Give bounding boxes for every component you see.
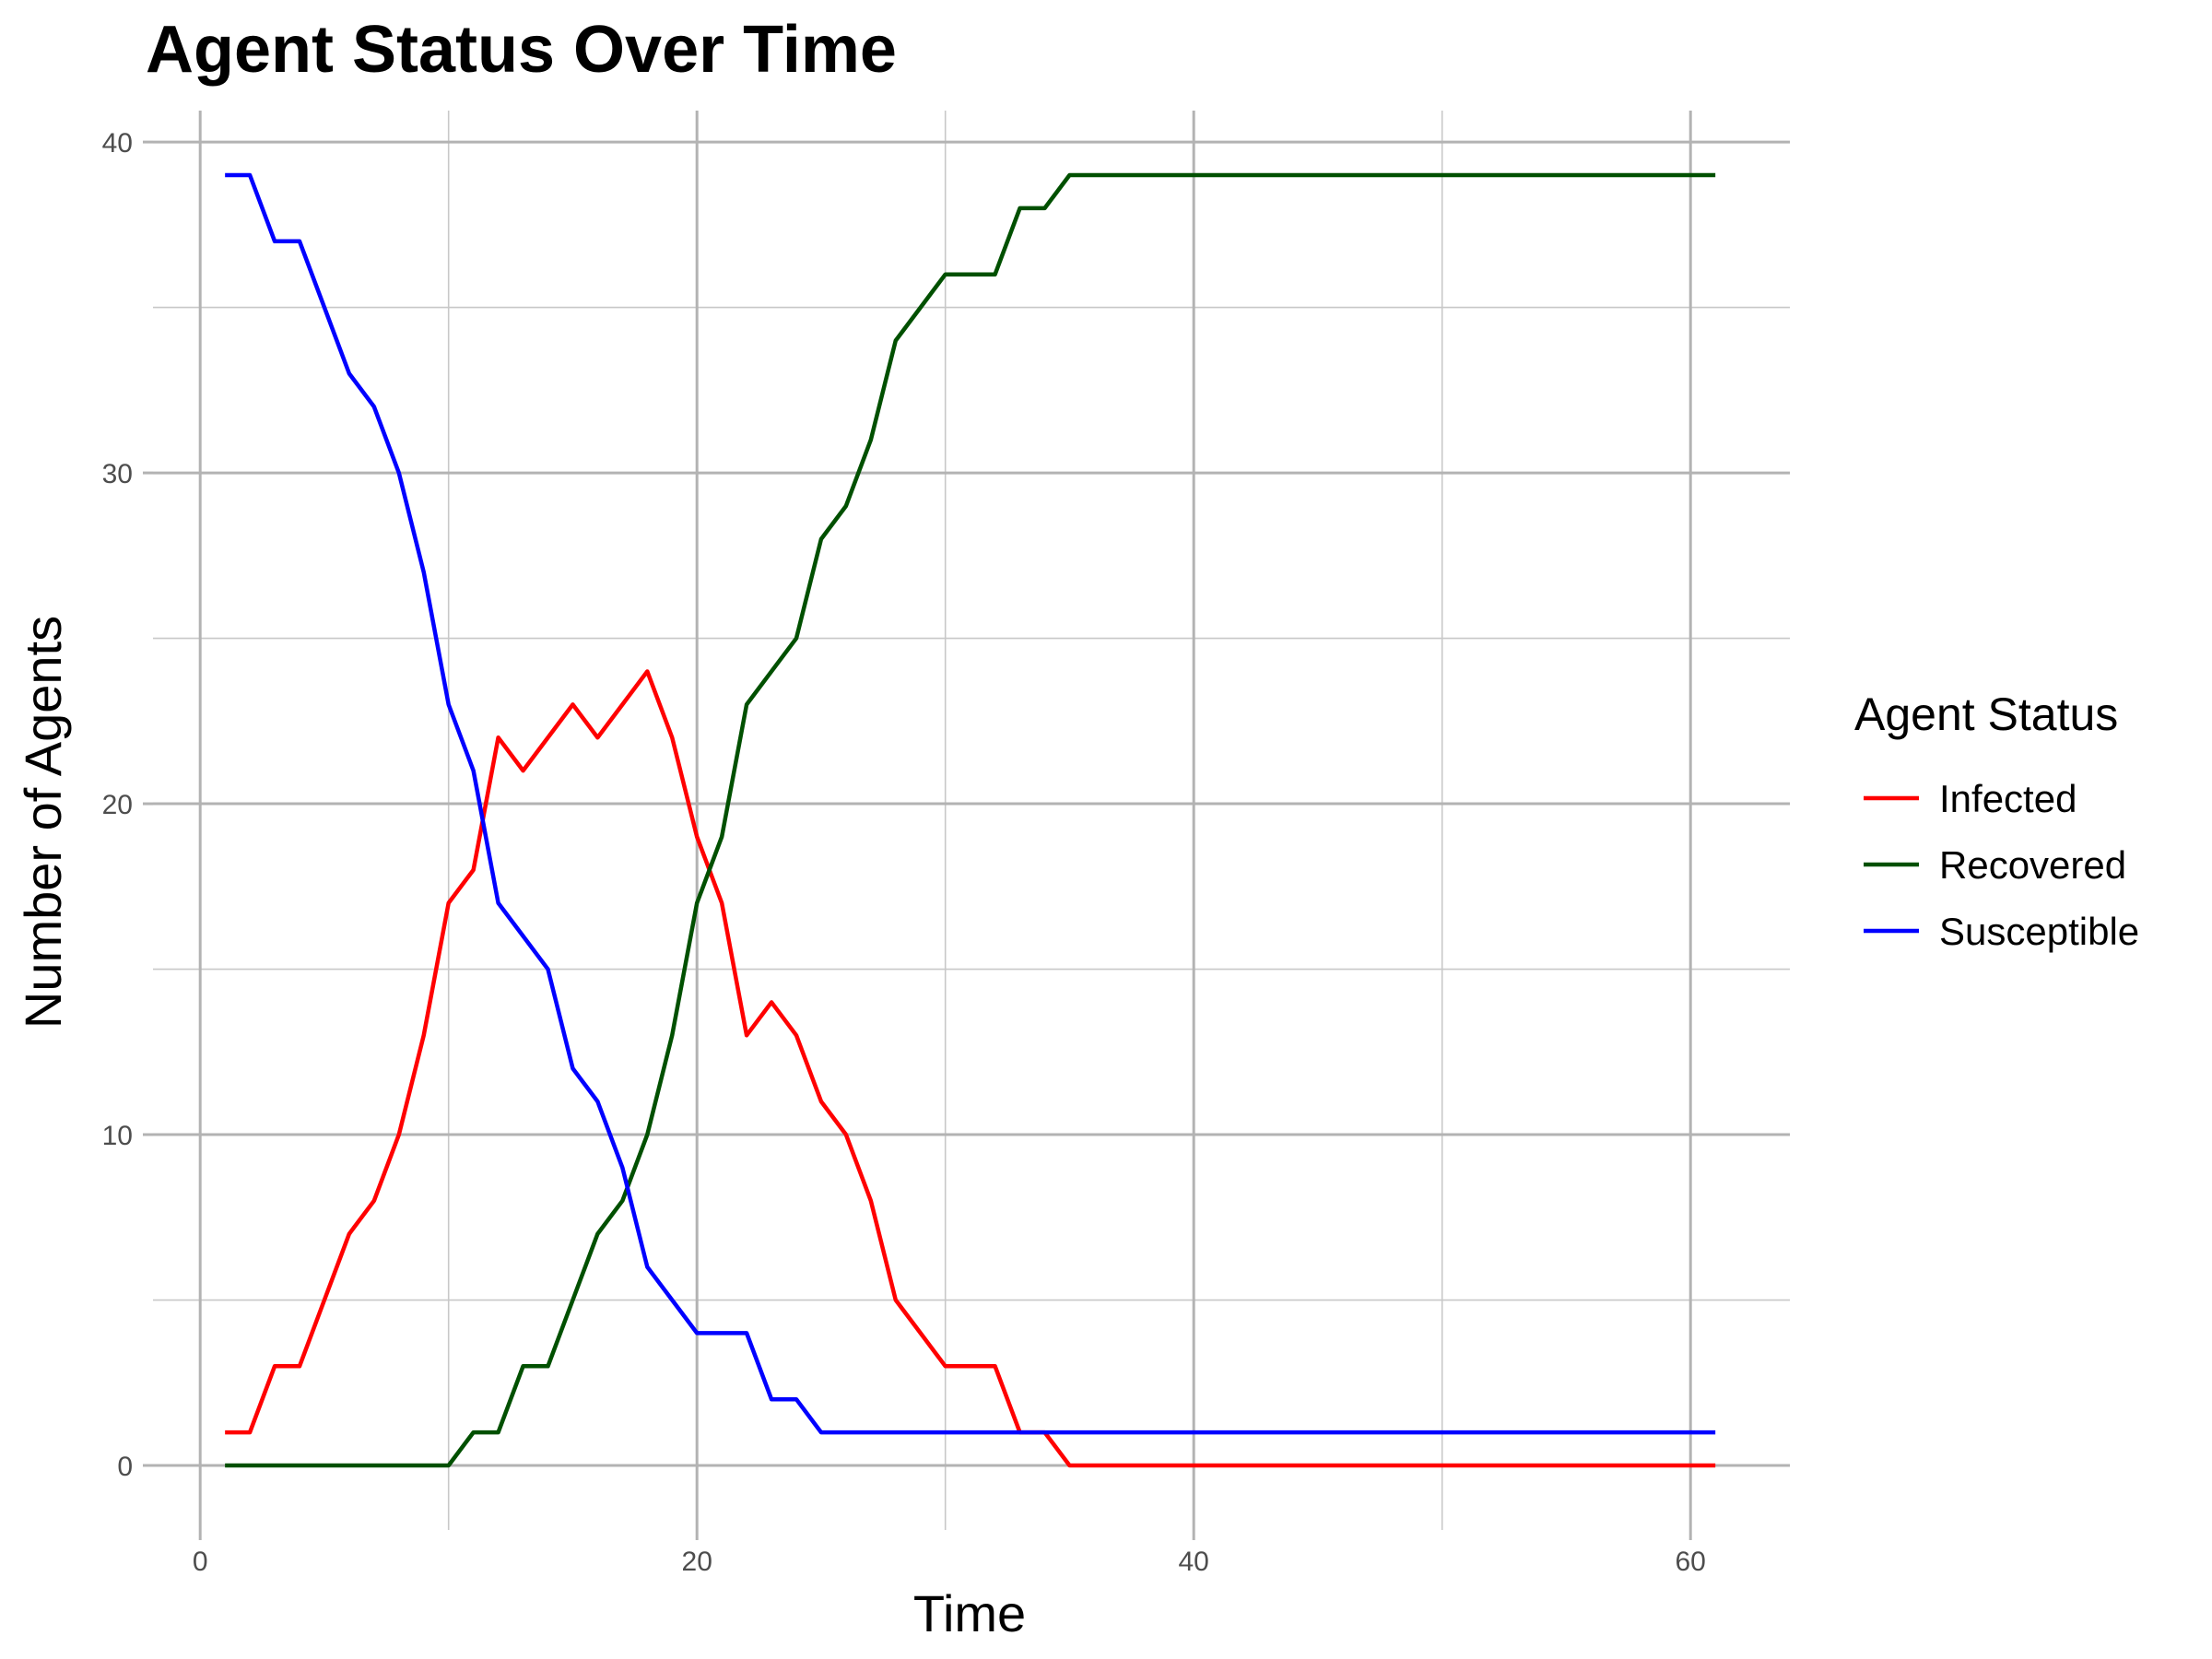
series-line-infected	[225, 669, 1716, 1468]
legend-items: Infected Recovered Susceptible	[1864, 777, 2139, 953]
x-tick-label: 40	[1179, 1547, 1209, 1577]
y-tick-label: 20	[102, 790, 133, 820]
plot-panel	[153, 111, 1790, 1530]
legend-title: Agent Status	[1854, 688, 2118, 740]
x-axis-title: Time	[913, 1584, 1026, 1642]
y-axis-title: Number of Agents	[14, 616, 72, 1029]
series-line-susceptible	[225, 172, 1716, 1435]
axes: 0 20 40 60 0 10 20 30 40 Time Number of Agents	[14, 128, 1706, 1642]
x-axis-ticks: 0 20 40 60	[193, 1530, 1706, 1577]
y-tick-label: 40	[102, 128, 133, 159]
y-tick-label: 10	[102, 1121, 133, 1151]
y-tick-label: 30	[102, 459, 133, 489]
legend: Agent Status Infected Recovered Susceptibl…	[1854, 688, 2139, 953]
legend-label-susceptible: Susceptible	[1939, 910, 2139, 953]
series-lines	[225, 172, 1716, 1468]
legend-label-infected: Infected	[1939, 777, 2077, 820]
series-line-recovered	[225, 172, 1716, 1468]
x-tick-label: 60	[1676, 1547, 1706, 1577]
legend-label-recovered: Recovered	[1939, 843, 2126, 887]
grid-lines	[153, 111, 1790, 1530]
x-tick-label: 20	[682, 1547, 712, 1577]
y-axis-ticks: 0 10 20 30 40	[102, 128, 153, 1482]
x-tick-label: 0	[193, 1547, 208, 1577]
chart-title: Agent Status Over Time	[146, 13, 897, 87]
y-tick-label: 0	[117, 1452, 133, 1482]
